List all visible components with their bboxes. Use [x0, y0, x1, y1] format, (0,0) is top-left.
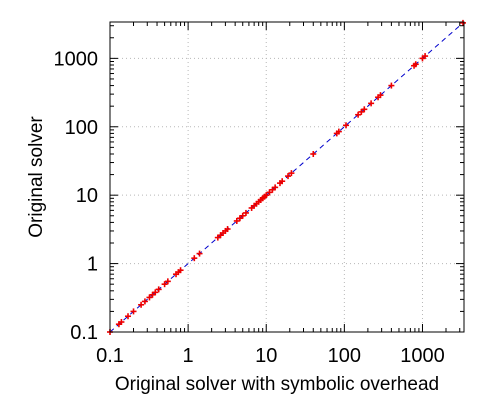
data-point	[263, 192, 270, 199]
data-point	[272, 184, 279, 191]
data-point	[279, 178, 286, 185]
data-point	[239, 212, 246, 219]
y-tick-label: 10	[76, 185, 98, 207]
data-point	[118, 319, 125, 326]
data-point	[412, 61, 419, 68]
data-point	[196, 250, 203, 257]
data-point	[141, 298, 148, 305]
plot-frame	[109, 21, 465, 333]
x-tick-label: 1	[183, 345, 194, 367]
data-point	[288, 170, 295, 177]
data-point	[152, 289, 159, 296]
x-tick-label: 100	[328, 345, 361, 367]
grid-lines	[110, 22, 464, 332]
data-point	[355, 111, 362, 118]
data-point	[459, 19, 466, 26]
x-tick-label: 0.1	[96, 345, 124, 367]
data-point	[388, 82, 395, 89]
x-axis-label: Original solver with symbolic overhead	[115, 374, 439, 395]
data-point	[155, 286, 162, 293]
y-tick-label: 0.1	[70, 322, 98, 344]
reference-line-layer	[109, 21, 465, 333]
reference-line	[109, 21, 465, 333]
data-point	[343, 122, 350, 129]
axis-ticks: 0.1 1 10 100 1000 0.1 1 10 100 1000	[54, 22, 464, 367]
data-point	[177, 267, 184, 274]
data-point	[233, 217, 240, 224]
data-point	[130, 308, 137, 315]
data-point	[285, 173, 292, 180]
data-point	[164, 278, 171, 285]
data-point	[125, 313, 132, 320]
y-axis-label: Original solver	[26, 116, 47, 238]
data-point	[422, 53, 429, 60]
data-point	[368, 100, 375, 107]
y-tick-label: 1000	[54, 48, 99, 70]
data-point	[335, 128, 342, 135]
data-point	[146, 294, 153, 301]
data-point	[161, 281, 168, 288]
data-point	[138, 301, 145, 308]
data-point	[377, 92, 384, 99]
data-points	[107, 19, 466, 335]
y-tick-label: 100	[65, 117, 98, 139]
y-tick-label: 1	[87, 254, 98, 276]
data-point	[191, 255, 198, 262]
data-point	[242, 209, 249, 216]
data-point	[361, 106, 368, 113]
x-tick-label: 10	[255, 345, 277, 367]
x-tick-label: 1000	[400, 345, 445, 367]
data-point	[224, 226, 231, 233]
data-point	[310, 150, 317, 157]
